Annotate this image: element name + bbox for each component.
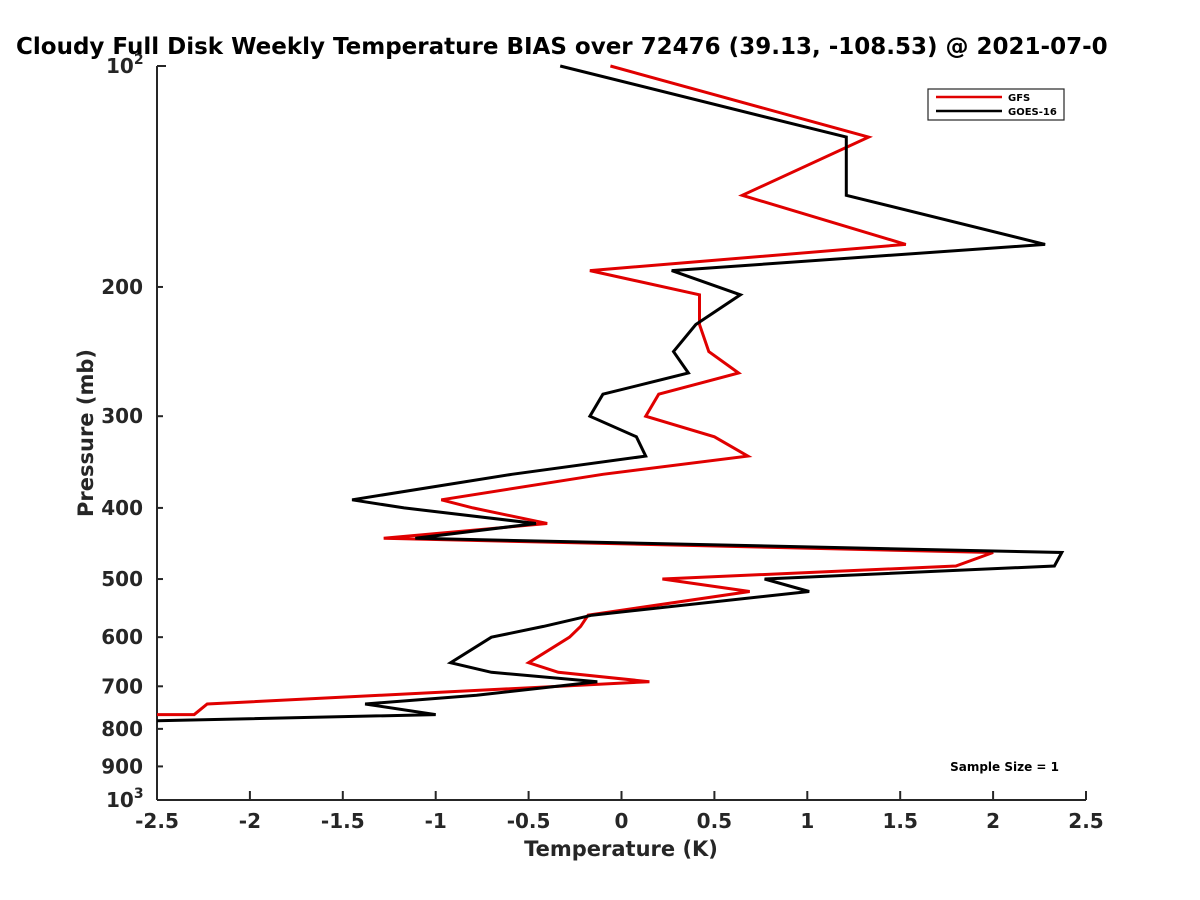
legend: GFS GOES-16 (927, 88, 1065, 121)
y-tick-label: 800 (101, 717, 143, 741)
y-tick-label: 700 (101, 674, 143, 698)
y-tick-label: 200 (101, 275, 143, 299)
y-axis-label: Pressure (mb) (74, 349, 98, 517)
x-tick-label: -1 (425, 809, 447, 833)
y-tick-label: 103 (106, 786, 144, 812)
sample-size-annotation: Sample Size = 1 (950, 760, 1059, 774)
y-tick-label: 300 (101, 404, 143, 428)
legend-box (927, 88, 1065, 121)
x-tick-label: -0.5 (507, 809, 551, 833)
legend-label-gfs: GFS (1008, 93, 1030, 104)
y-tick-label: 600 (101, 625, 143, 649)
axes (156, 65, 1087, 801)
y-tick-label: 500 (101, 567, 143, 591)
y-tick-label: 400 (101, 496, 143, 520)
x-tick-label: 1 (800, 809, 814, 833)
x-tick-label: 0.5 (697, 809, 732, 833)
x-axis-label: Temperature (K) (524, 837, 718, 861)
y-tick-label: 102 (106, 52, 144, 78)
x-tick-label: 0 (615, 809, 629, 833)
x-tick-label: -2 (239, 809, 261, 833)
x-tick-label: 2.5 (1068, 809, 1103, 833)
series-line-gfs (157, 64, 994, 717)
series-group (156, 64, 1065, 723)
y-tick-label: 900 (101, 754, 143, 778)
x-tick-label: 1.5 (882, 809, 917, 833)
series-line-goes16 (156, 64, 1065, 723)
legend-label-goes16: GOES-16 (1008, 107, 1057, 118)
tick-labels: -2.5 -2 -1.5 -1 -0.5 0 0.5 1 1.5 2 2.5 102 200 300 400… (101, 52, 1103, 833)
x-tick-label: 2 (986, 809, 1000, 833)
chart-title: Cloudy Full Disk Weekly Temperature BIAS… (16, 34, 1108, 60)
x-tick-label: -1.5 (321, 809, 365, 833)
x-tick-label: -2.5 (135, 809, 179, 833)
